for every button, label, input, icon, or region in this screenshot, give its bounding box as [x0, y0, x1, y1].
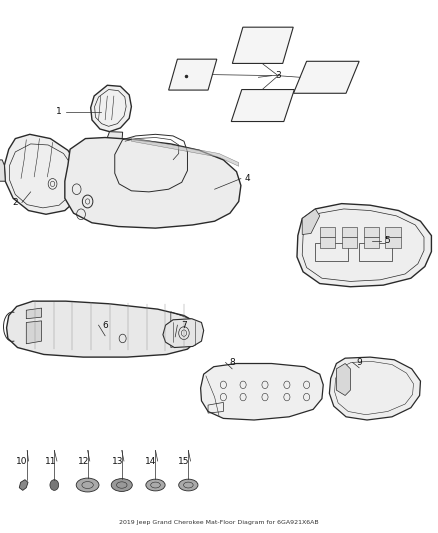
Ellipse shape: [111, 479, 132, 491]
Text: 11: 11: [45, 457, 56, 465]
Text: 7: 7: [181, 321, 187, 329]
Polygon shape: [297, 204, 431, 287]
Text: 15: 15: [178, 457, 190, 465]
Polygon shape: [320, 227, 335, 237]
Polygon shape: [19, 480, 28, 490]
Polygon shape: [232, 27, 293, 63]
Polygon shape: [342, 227, 357, 237]
Polygon shape: [201, 364, 323, 420]
Polygon shape: [169, 59, 217, 90]
Polygon shape: [106, 132, 123, 149]
Polygon shape: [4, 134, 82, 214]
Polygon shape: [385, 227, 401, 237]
Polygon shape: [91, 85, 131, 132]
Polygon shape: [302, 209, 320, 235]
Text: 9: 9: [356, 358, 362, 367]
Text: 13: 13: [112, 457, 123, 465]
Text: 4: 4: [245, 174, 250, 183]
Polygon shape: [131, 138, 239, 166]
Text: 6: 6: [102, 321, 108, 329]
Text: 12: 12: [78, 457, 89, 465]
Polygon shape: [385, 237, 401, 248]
Ellipse shape: [146, 479, 165, 491]
Polygon shape: [163, 319, 204, 348]
Text: 5: 5: [385, 237, 391, 245]
Ellipse shape: [179, 479, 198, 491]
Polygon shape: [320, 237, 335, 248]
Text: 1: 1: [56, 108, 62, 116]
Text: 2: 2: [13, 198, 18, 207]
Polygon shape: [231, 90, 294, 122]
Polygon shape: [336, 364, 350, 395]
Polygon shape: [7, 301, 199, 357]
Circle shape: [50, 480, 59, 490]
Polygon shape: [65, 138, 241, 228]
Polygon shape: [293, 61, 359, 93]
Text: 3: 3: [275, 71, 281, 80]
Text: 8: 8: [229, 358, 235, 367]
Polygon shape: [26, 321, 42, 344]
Text: 10: 10: [16, 457, 28, 465]
Polygon shape: [329, 357, 420, 420]
Polygon shape: [342, 237, 357, 248]
Text: 14: 14: [145, 457, 157, 465]
Polygon shape: [364, 227, 379, 237]
Polygon shape: [364, 237, 379, 248]
Polygon shape: [26, 308, 42, 319]
Polygon shape: [0, 160, 5, 181]
Text: 2019 Jeep Grand Cherokee Mat-Floor Diagram for 6GA921X6AB: 2019 Jeep Grand Cherokee Mat-Floor Diagr…: [119, 520, 319, 525]
Ellipse shape: [76, 478, 99, 492]
